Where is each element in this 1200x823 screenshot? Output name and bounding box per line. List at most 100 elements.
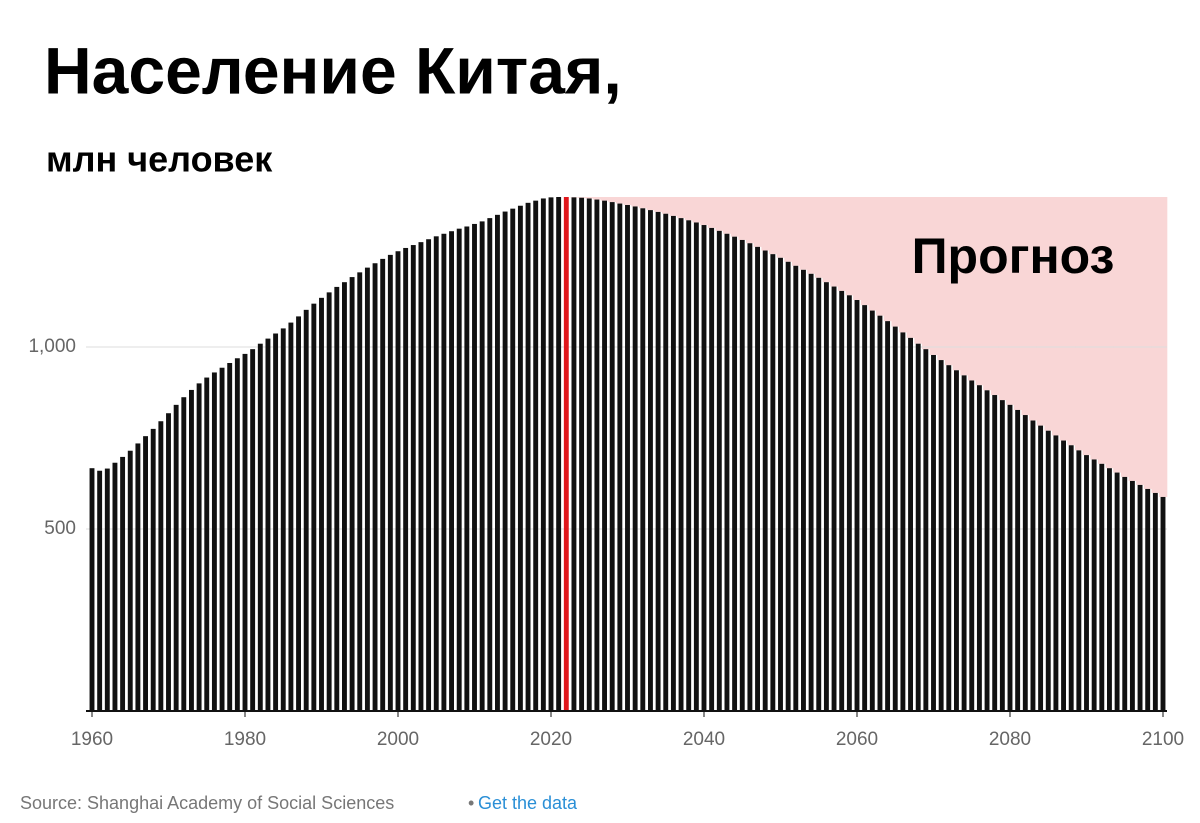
bar (999, 400, 1005, 711)
bar (158, 421, 164, 711)
forecast-shade (753, 197, 762, 247)
bar (548, 197, 554, 712)
forecast-shade (998, 197, 1007, 401)
bar (364, 267, 370, 711)
forecast-shade (738, 197, 747, 240)
bar (525, 202, 531, 712)
bar (372, 263, 378, 711)
forecast-shade (677, 197, 686, 219)
bar (602, 200, 607, 711)
bar (632, 206, 638, 711)
bar (166, 413, 171, 711)
forecast-shade (730, 197, 739, 237)
forecast-shade (1029, 197, 1038, 421)
bar (173, 404, 179, 711)
bar (762, 250, 768, 711)
bar (655, 211, 661, 711)
bar (196, 383, 202, 711)
bar (571, 197, 577, 712)
forecast-shade (769, 197, 778, 255)
forecast-shade (952, 197, 961, 371)
x-tick-label: 1980 (224, 729, 266, 750)
forecast-shade (914, 197, 923, 344)
forecast-shade (1136, 197, 1145, 485)
bar (280, 328, 286, 711)
forecast-shade (600, 197, 609, 201)
forecast-shade (868, 197, 877, 311)
x-tick-label: 2100 (1142, 729, 1184, 750)
bar (1145, 488, 1151, 711)
bar (1015, 409, 1021, 711)
bar (1160, 496, 1166, 711)
forecast-shade (776, 197, 785, 258)
get-data-link[interactable]: Get the data (478, 793, 578, 813)
bar (97, 470, 103, 711)
bar (517, 205, 523, 711)
bar (625, 205, 630, 712)
bar (640, 208, 646, 711)
forecast-shade (1113, 197, 1122, 473)
bar (464, 226, 470, 711)
bar (1099, 463, 1105, 711)
bar (1030, 420, 1036, 711)
bar (801, 269, 806, 711)
forecast-shade (1120, 197, 1130, 477)
bar (1022, 415, 1028, 711)
bar (441, 233, 447, 711)
bar (969, 380, 975, 711)
bar (510, 208, 516, 711)
bar (579, 197, 585, 712)
bar (273, 333, 279, 711)
bar (1061, 440, 1066, 711)
forecast-shade (1059, 197, 1068, 441)
bar (403, 247, 409, 711)
bar (709, 227, 715, 711)
bar (724, 233, 730, 711)
bar (1045, 430, 1051, 711)
bar (686, 220, 692, 711)
bar (563, 197, 569, 711)
bar (877, 315, 883, 711)
bar (502, 211, 508, 711)
bar (739, 239, 745, 711)
forecast-shade (983, 197, 992, 391)
bar (387, 254, 393, 711)
bar (433, 236, 439, 711)
bar (938, 360, 944, 711)
forecast-shade (723, 197, 732, 234)
bar (334, 286, 340, 711)
bar (257, 343, 263, 711)
bar (150, 428, 156, 711)
x-tick-label: 2040 (683, 729, 725, 750)
forecast-shade (906, 197, 915, 338)
bar (1114, 472, 1120, 711)
x-tick-label: 2080 (989, 729, 1031, 750)
bar (785, 261, 791, 711)
bar (831, 286, 837, 711)
bar (296, 316, 301, 711)
forecast-shade (1044, 197, 1053, 431)
forecast-shade (944, 197, 954, 366)
forecast-shade (967, 197, 977, 381)
bar (678, 218, 684, 711)
bar (609, 202, 615, 711)
forecast-shade (929, 197, 938, 355)
bar (946, 365, 952, 711)
bar (976, 385, 982, 711)
bar (303, 309, 309, 711)
forecast-shade (922, 197, 931, 350)
x-tick-label: 2020 (530, 729, 572, 750)
forecast-shade (1128, 197, 1137, 481)
bar (984, 390, 990, 711)
forecast-shade (1105, 197, 1114, 469)
forecast-shade (791, 197, 801, 266)
bar (663, 213, 669, 711)
bar (479, 221, 485, 711)
bar (1091, 459, 1097, 711)
bar (931, 354, 936, 711)
bar (778, 257, 783, 711)
forecast-shade (638, 197, 648, 209)
bar (716, 230, 722, 711)
forecast-shade (814, 197, 824, 278)
